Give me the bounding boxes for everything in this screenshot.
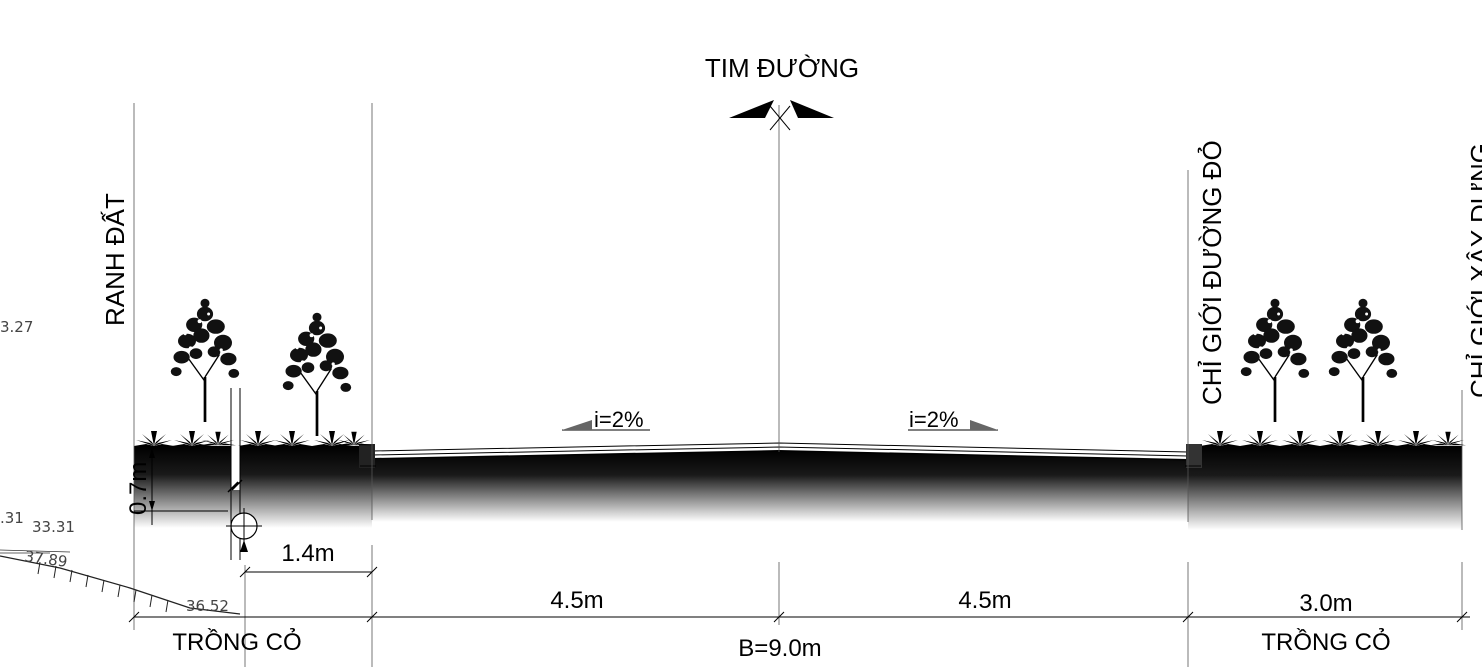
- depth-dim-label: 0.7m: [125, 462, 152, 515]
- tree-left-2: [281, 311, 353, 436]
- left-curb: [359, 444, 375, 468]
- level-3652: 36.52: [186, 597, 229, 615]
- road-ground: [372, 450, 1188, 522]
- shrubs-right: [1200, 431, 1466, 446]
- centerline-marker: [729, 100, 834, 131]
- lane-right-label: 4.5m: [958, 587, 1011, 614]
- break-symbol: [227, 479, 243, 493]
- slope-left-label: i=2%: [594, 407, 644, 432]
- tree-left-1: [169, 297, 241, 422]
- level-327: 3.27: [0, 318, 33, 336]
- build-line-label: CHỈ GIỚI XÂY DỰNG: [1465, 143, 1482, 398]
- terrain-slope: [0, 549, 241, 615]
- level-3789: 37.89: [23, 547, 68, 571]
- level-3331: 33.31: [32, 518, 75, 536]
- tree-right-1: [1239, 297, 1311, 422]
- level-31: .31: [0, 509, 24, 527]
- slope-right-label: i=2%: [909, 407, 959, 432]
- slope-right: [908, 420, 998, 431]
- pipe-offset-label: 1.4m: [281, 540, 334, 567]
- red-line-label: CHỈ GIỚI ĐƯỜNG ĐỎ: [1196, 140, 1227, 405]
- right-curb: [1186, 444, 1202, 468]
- right-verge-ground: [1188, 446, 1462, 530]
- verge-right-label: 3.0m: [1299, 590, 1352, 617]
- left-verge-ground: [134, 446, 372, 528]
- zone-left-label: TRỒNG CỎ: [172, 627, 301, 656]
- ranh-dat-label: RANH ĐẤT: [100, 193, 130, 326]
- drain-pipe: [226, 508, 262, 544]
- tree-right-2: [1327, 297, 1399, 422]
- drain-slot: [231, 440, 240, 490]
- centerline-label: TIM ĐƯỜNG: [705, 53, 859, 83]
- lane-left-label: 4.5m: [550, 587, 603, 614]
- zone-right-label: TRỒNG CỎ: [1261, 627, 1390, 656]
- shrubs-left: [134, 431, 372, 446]
- slope-left: [562, 420, 650, 431]
- pipe-arrow: [240, 540, 248, 552]
- total-width-label: B=9.0m: [738, 635, 821, 662]
